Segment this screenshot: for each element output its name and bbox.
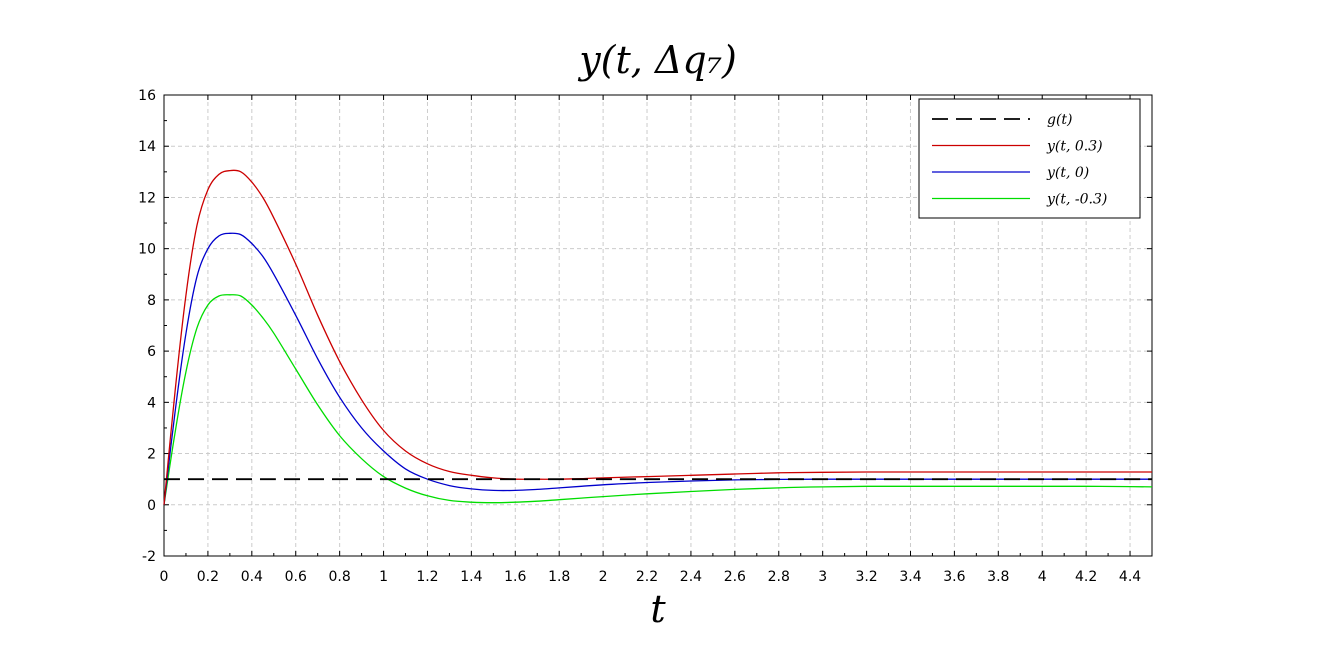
y-tick-label: 6 [147, 344, 156, 360]
x-tick-label: 0.4 [241, 569, 263, 585]
chart-title: y(t, Δq₇) [577, 38, 737, 82]
x-tick-label: 4 [1038, 569, 1047, 585]
y-tick-label: 16 [138, 88, 156, 104]
x-tick-label: 1.4 [460, 569, 482, 585]
y-tick-label: 14 [138, 139, 156, 155]
legend: g(t) y(t, 0.3) y(t, 0) y(t, -0.3) [918, 98, 1141, 219]
y-tick-label: 4 [147, 395, 156, 411]
legend-label: g(t) [1047, 112, 1073, 128]
x-tick-label: 1.2 [416, 569, 438, 585]
x-tick-label: 4.4 [1119, 569, 1141, 585]
x-tick-label: 3.2 [855, 569, 877, 585]
x-tick-label: 0.8 [329, 569, 351, 585]
x-tick-label: 2.2 [636, 569, 658, 585]
legend-label: y(t, 0) [1046, 165, 1089, 181]
x-tick-label: 3 [818, 569, 827, 585]
series-line-2 [163, 232, 1152, 505]
x-axis-label: t [650, 587, 666, 631]
x-tick-label: 3.6 [943, 569, 965, 585]
series-line-1 [163, 169, 1152, 505]
x-tick-label: 0.2 [197, 569, 219, 585]
series-layer [163, 169, 1153, 505]
x-tick-label: 2.8 [768, 569, 790, 585]
x-tick-label: 1.6 [504, 569, 526, 585]
grid [164, 95, 1152, 556]
y-tick-label: 8 [147, 293, 156, 309]
series-line-3 [163, 294, 1153, 505]
legend-label: y(t, -0.3) [1046, 192, 1107, 208]
y-tick-label: -2 [142, 549, 156, 565]
x-tick-label: 0 [160, 569, 169, 585]
x-tick-label: 2.4 [680, 569, 702, 585]
x-tick-label: 4.2 [1075, 569, 1097, 585]
x-tick-label: 1.8 [548, 569, 570, 585]
y-tick-label: 2 [147, 447, 156, 463]
x-tick-label: 3.4 [899, 569, 921, 585]
y-tick-label: 0 [147, 498, 156, 514]
x-tick-label: 3.8 [987, 569, 1009, 585]
x-tick-label: 1 [379, 569, 388, 585]
y-tick-label: 10 [138, 242, 156, 258]
x-tick-label: 2 [599, 569, 608, 585]
y-tick-label: 12 [138, 190, 156, 206]
x-tick-label: 2.6 [724, 569, 746, 585]
x-tick-label: 0.6 [285, 569, 307, 585]
legend-label: y(t, 0.3) [1046, 139, 1103, 155]
